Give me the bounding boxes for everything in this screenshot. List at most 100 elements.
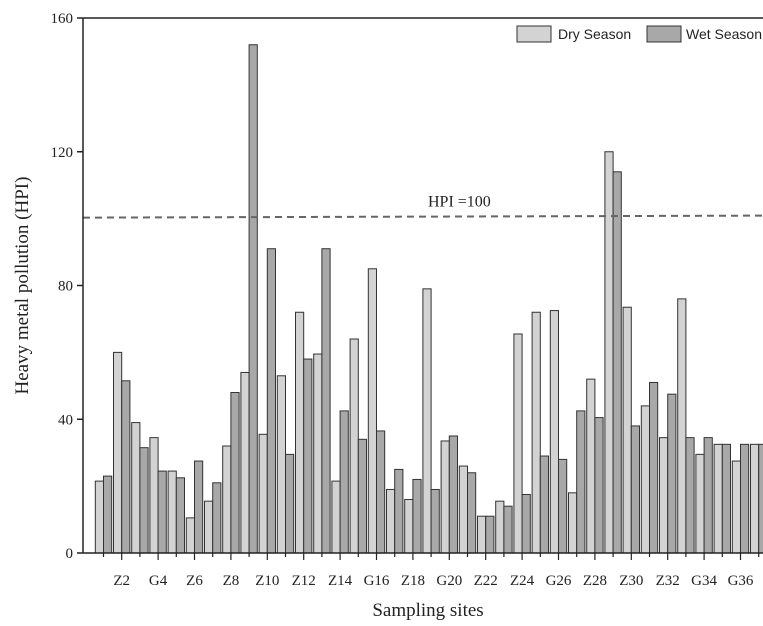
x-tick-label-z2: Z2 (113, 573, 130, 589)
bar-dry-season-z17 (386, 488, 396, 554)
bar-dry-season-z30 (622, 306, 632, 554)
bar-dry-season-g16 (367, 268, 377, 554)
bar-dry-season-z11 (276, 375, 286, 554)
x-tick-label-z10: Z10 (255, 573, 279, 589)
x-tick-label-z14: Z14 (328, 573, 353, 589)
bar-dry-season-z33 (677, 298, 687, 554)
x-axis-label: Sampling sites (372, 600, 483, 621)
bar-wet-season-z7 (212, 482, 222, 554)
bar-dry-season-z25 (531, 311, 541, 554)
bar-wet-season-z19 (430, 488, 440, 554)
bar-wet-season-z10 (266, 248, 276, 554)
bar-dry-season-z32 (659, 437, 669, 554)
bar-wet-season-z9 (248, 44, 258, 554)
bar-dry-season-z21 (458, 465, 468, 554)
y-tick-label-40: 40 (58, 412, 73, 428)
x-tick-label-g26: G26 (546, 573, 572, 589)
x-tick-label-z8: Z8 (223, 573, 240, 589)
x-tick-label-g20: G20 (436, 573, 462, 589)
bar-dry-season-z1 (94, 480, 105, 554)
bar-wet-season-z21 (467, 472, 477, 554)
bar-wet-season-z35 (721, 443, 731, 554)
bar-wet-season-z25 (539, 455, 549, 554)
bar-wet-season-z29 (612, 171, 622, 554)
x-tick-label-g36: G36 (728, 573, 754, 589)
x-tick-label-z30: Z30 (619, 573, 643, 589)
bar-dry-season-g20 (440, 440, 450, 554)
legend-label-dry-season: Dry Season (558, 26, 631, 42)
bar-dry-season-z19 (422, 288, 432, 554)
bar-dry-season-z28 (586, 378, 596, 554)
bar-wet-season-z6 (194, 460, 204, 554)
x-tick-label-z12: Z12 (292, 573, 316, 589)
y-tick-label-120: 120 (51, 145, 74, 161)
bar-dry-season-g26 (549, 310, 559, 554)
bar-wet-season-g34 (703, 437, 713, 554)
bar-dry-season-z6 (185, 517, 196, 554)
bar-wet-season-z37 (758, 443, 763, 554)
x-tick-label-g34: G34 (691, 573, 717, 589)
bar-dry-season-z22 (477, 515, 487, 554)
bar-wet-season-g4 (157, 470, 167, 554)
x-tick-label-z6: Z6 (186, 573, 203, 589)
bar-dry-season-z3 (131, 422, 141, 554)
x-tick-label-z32: Z32 (656, 573, 680, 589)
bar-wet-season-z14 (339, 410, 349, 554)
y-tick-label-0: 0 (66, 546, 74, 562)
legend: Dry Season Wet Season (516, 25, 762, 43)
bar-dry-season-z29 (604, 151, 614, 554)
bar-wet-season-z31 (649, 381, 659, 554)
bar-wet-season-z33 (685, 437, 695, 554)
bar-dry-season-z8 (222, 445, 232, 554)
bar-dry-season-z18 (404, 499, 414, 554)
x-tick-label-z28: Z28 (583, 573, 607, 589)
x-tick-label-z24: Z24 (510, 573, 535, 589)
bar-wet-season-z23 (503, 505, 513, 554)
bar-dry-season-z13 (313, 353, 323, 554)
bar-wet-season-g26 (558, 458, 568, 554)
y-axis-label: Heavy metal pollution (HPI) (12, 177, 33, 395)
legend-swatch-dry-season (516, 25, 552, 43)
bar-dry-season-z9 (240, 371, 250, 554)
bar-dry-season-z5 (167, 470, 177, 554)
bar-dry-season-z7 (204, 500, 214, 554)
bar-wet-season-z27 (576, 410, 586, 554)
bar-wet-season-z12 (303, 358, 313, 554)
x-tick-label-g4: G4 (149, 573, 168, 589)
bar-wet-season-z30 (630, 425, 640, 554)
y-tick-label-80: 80 (58, 279, 73, 295)
bar-wet-season-z1 (103, 475, 113, 554)
bar-wet-season-z3 (139, 447, 149, 554)
bar-wet-season-z32 (667, 393, 677, 554)
legend-label-wet-season: Wet Season (686, 26, 762, 42)
y-tick-label-160: 160 (51, 11, 74, 27)
bar-dry-season-z23 (495, 500, 505, 554)
bar-dry-season-z35 (713, 443, 723, 554)
bar-wet-season-g36 (740, 443, 750, 554)
bar-wet-season-z5 (175, 477, 186, 554)
bar-dry-season-z24 (513, 333, 523, 554)
bar-dry-season-z10 (258, 433, 268, 554)
bar-wet-season-g20 (448, 435, 458, 554)
bar-dry-season-g36 (731, 460, 741, 554)
bar-dry-season-z15 (349, 338, 359, 554)
reference-line (82, 214, 763, 219)
bar-wet-season-z18 (412, 478, 422, 554)
legend-swatch-wet-season (646, 25, 682, 43)
bar-dry-season-z27 (568, 492, 578, 554)
ticks-layer: 0 40 80 120 160 Z2 G4 Z6 Z8 Z10 Z12 Z14 G16 Z18 G20 Z22… (51, 11, 760, 589)
bar-dry-season-z14 (331, 480, 341, 554)
x-tick-label-z22: Z22 (474, 573, 498, 589)
x-tick-label-z18: Z18 (401, 573, 425, 589)
bar-wet-season-z28 (594, 417, 604, 554)
bar-dry-season-g4 (149, 437, 159, 554)
bar-wet-season-z8 (230, 392, 240, 554)
bar-wet-season-z2 (121, 380, 131, 554)
bar-wet-season-z11 (285, 453, 295, 554)
bar-dry-season-z37 (750, 443, 760, 554)
x-tick-label-g16: G16 (364, 573, 390, 589)
reference-line-label: HPI =100 (428, 194, 491, 211)
bar-wet-season-g16 (376, 430, 386, 554)
bar-dry-season-z2 (113, 351, 123, 554)
